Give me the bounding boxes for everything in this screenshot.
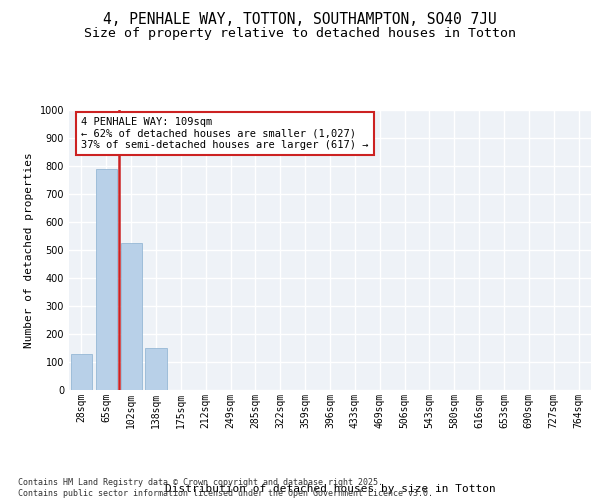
Text: Size of property relative to detached houses in Totton: Size of property relative to detached ho… [84, 28, 516, 40]
Y-axis label: Number of detached properties: Number of detached properties [24, 152, 34, 348]
Text: 4 PENHALE WAY: 109sqm
← 62% of detached houses are smaller (1,027)
37% of semi-d: 4 PENHALE WAY: 109sqm ← 62% of detached … [82, 117, 369, 150]
Bar [145, 348, 167, 390]
Text: 4, PENHALE WAY, TOTTON, SOUTHAMPTON, SO40 7JU: 4, PENHALE WAY, TOTTON, SOUTHAMPTON, SO4… [103, 12, 497, 28]
X-axis label: Distribution of detached houses by size in Totton: Distribution of detached houses by size … [164, 484, 496, 494]
Bar [121, 243, 142, 390]
Text: Contains HM Land Registry data © Crown copyright and database right 2025.
Contai: Contains HM Land Registry data © Crown c… [18, 478, 433, 498]
Bar [71, 354, 92, 390]
Bar [96, 169, 117, 390]
